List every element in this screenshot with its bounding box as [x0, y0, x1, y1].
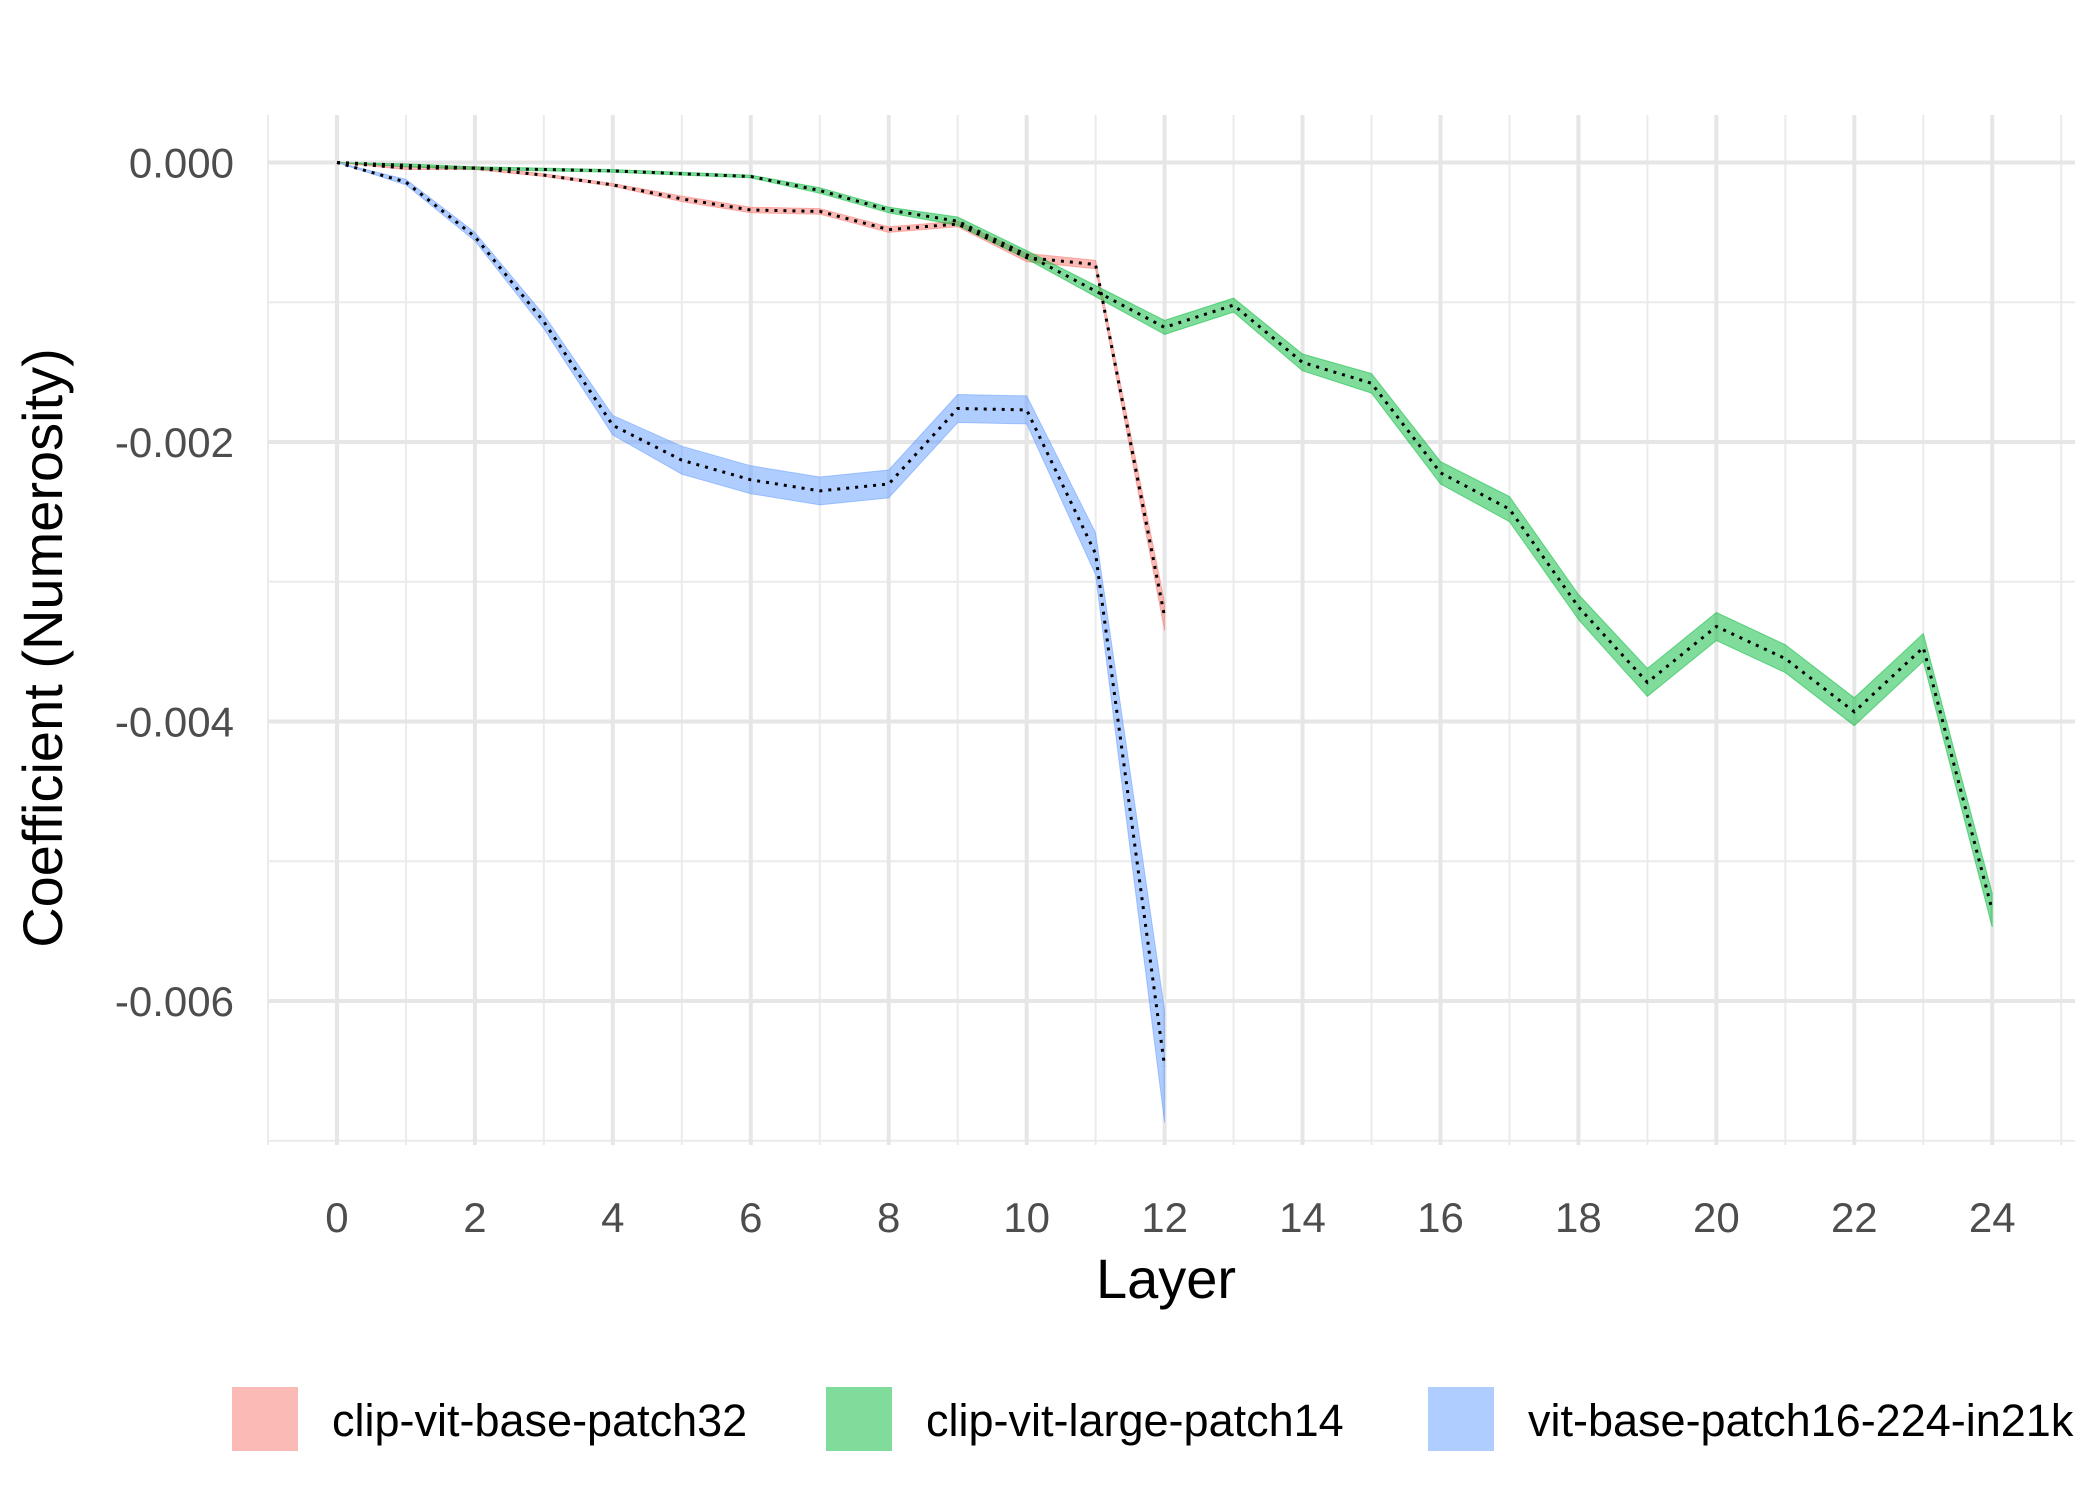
legend-label: clip-vit-base-patch32 [332, 1395, 747, 1446]
series-band [336, 162, 1166, 631]
x-tick-label: 2 [463, 1194, 486, 1241]
legend-label: vit-base-patch16-224-in21k [1528, 1395, 2074, 1446]
legend: clip-vit-base-patch32 clip-vit-large-patc… [232, 1387, 2074, 1451]
x-tick-label: 0 [325, 1194, 348, 1241]
x-tick-label: 14 [1279, 1194, 1326, 1241]
x-tick-label: 6 [739, 1194, 762, 1241]
legend-swatch [1428, 1387, 1494, 1451]
x-tick-label: 20 [1693, 1194, 1740, 1241]
x-tick-label: 4 [601, 1194, 624, 1241]
major-gridlines [268, 115, 2075, 1145]
x-axis-tick-labels: 0 2 4 6 8 10 12 14 16 18 20 22 24 [325, 1194, 2015, 1241]
x-tick-label: 12 [1141, 1194, 1188, 1241]
series-line [336, 161, 1167, 1067]
minor-gridlines [267, 115, 2075, 1145]
legend-swatch [826, 1387, 892, 1451]
x-tick-label: 8 [877, 1194, 900, 1241]
series-line [336, 161, 1994, 911]
y-axis-title: Coefficient (Numerosity) [11, 348, 74, 948]
series-lines [336, 161, 1994, 1067]
y-axis-tick-labels: 0.000 -0.002 -0.004 -0.006 [115, 140, 234, 1026]
x-tick-label: 22 [1831, 1194, 1878, 1241]
y-tick-label: -0.006 [115, 978, 234, 1025]
y-tick-label: -0.002 [115, 419, 234, 466]
x-tick-label: 16 [1417, 1194, 1464, 1241]
legend-swatch [232, 1387, 298, 1451]
y-tick-label: 0.000 [129, 140, 234, 187]
series-line [336, 161, 1167, 617]
x-axis-title: Layer [1096, 1247, 1236, 1310]
x-tick-label: 18 [1555, 1194, 1602, 1241]
x-tick-label: 24 [1969, 1194, 2016, 1241]
legend-label: clip-vit-large-patch14 [926, 1395, 1344, 1446]
x-tick-label: 10 [1003, 1194, 1050, 1241]
y-tick-label: -0.004 [115, 699, 234, 746]
series-band [336, 162, 1993, 928]
